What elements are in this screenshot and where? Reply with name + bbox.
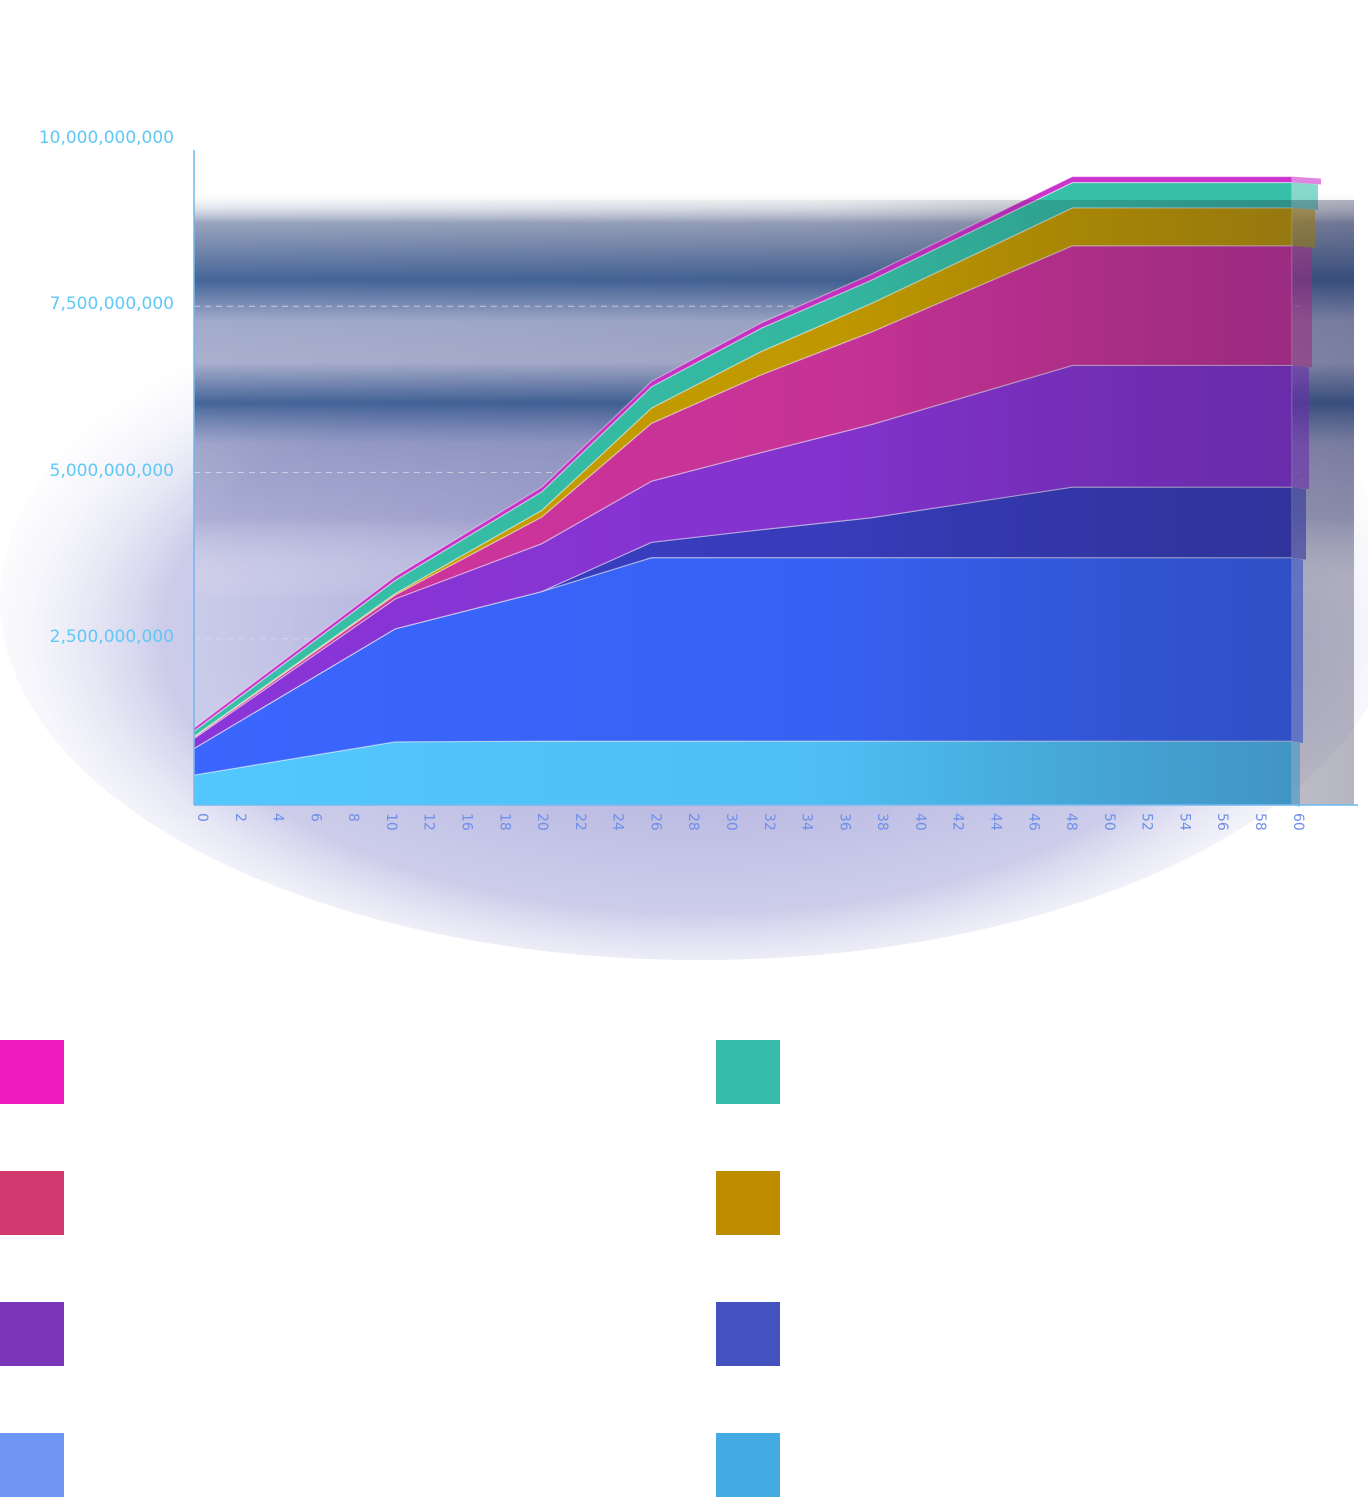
- legend-item: [716, 1302, 780, 1366]
- chart-shade: [194, 200, 1354, 805]
- legend: [0, 1040, 1368, 1504]
- x-tick-label: 16: [459, 813, 475, 831]
- legend-item: [0, 1302, 64, 1366]
- x-tick-label: 48: [1063, 813, 1079, 831]
- chart-svg: 0 2 4 6 8 10 12 16 18 20 22 24 26 28 30 32 34 36 38 40 42 44 4…: [0, 150, 1368, 960]
- x-tick-label: 22: [572, 813, 588, 831]
- x-tick-label: 40: [912, 813, 928, 831]
- legend-swatch: [716, 1302, 780, 1366]
- area-side-8: [1292, 176, 1321, 185]
- x-tick-label: 26: [647, 813, 663, 831]
- x-tick-label: 50: [1101, 813, 1117, 831]
- legend-swatch: [716, 1433, 780, 1497]
- x-tick-label: 18: [496, 813, 512, 831]
- x-tick-label: 52: [1139, 813, 1155, 831]
- y-tick-label: 5,000,000,000: [49, 460, 174, 481]
- x-tick-label: 44: [988, 813, 1004, 831]
- legend-item: [0, 1171, 64, 1235]
- legend-swatch: [0, 1302, 64, 1366]
- legend-item: [0, 1040, 64, 1104]
- x-tick-label: 30: [723, 813, 739, 831]
- legend-swatch: [0, 1171, 64, 1235]
- legend-swatch: [716, 1040, 780, 1104]
- x-tick-label: 36: [836, 813, 852, 831]
- x-tick-label: 54: [1176, 813, 1192, 831]
- x-tick-label: 24: [610, 813, 626, 831]
- x-tick-label: 12: [421, 813, 437, 831]
- x-tick-label: 6: [307, 813, 323, 822]
- x-tick-label: 34: [799, 813, 815, 831]
- x-tick-label: 58: [1252, 813, 1268, 831]
- legend-swatch: [0, 1433, 64, 1497]
- x-tick-label: 0: [194, 813, 210, 822]
- legend-item: [716, 1433, 780, 1497]
- x-tick-label: 10: [383, 813, 399, 831]
- y-tick-label: 10,000,000,000: [38, 128, 174, 148]
- x-tick-label: 38: [874, 813, 890, 831]
- x-tick-label: 42: [950, 813, 966, 831]
- legend-swatch: [0, 1040, 64, 1104]
- x-tick-label: 56: [1214, 813, 1230, 831]
- x-tick-label: 8: [345, 813, 361, 822]
- x-tick-label: 4: [270, 813, 286, 822]
- legend-item: [716, 1171, 780, 1235]
- y-tick-label: 2,500,000,000: [49, 626, 174, 647]
- legend-swatch: [716, 1171, 780, 1235]
- x-tick-label: 46: [1025, 813, 1041, 831]
- x-tick-label: 28: [685, 813, 701, 831]
- x-tick-label: 20: [534, 813, 550, 831]
- x-tick-label: 60: [1290, 813, 1306, 831]
- x-tick-label: 32: [761, 813, 777, 831]
- x-tick-label: 2: [232, 813, 248, 822]
- chart-area: 0 2 4 6 8 10 12 16 18 20 22 24 26 28 30 32 34 36 38 40 42 44 4…: [0, 128, 1368, 960]
- legend-item: [0, 1433, 64, 1497]
- legend-item: [716, 1040, 780, 1104]
- y-tick-label: 7,500,000,000: [49, 294, 174, 315]
